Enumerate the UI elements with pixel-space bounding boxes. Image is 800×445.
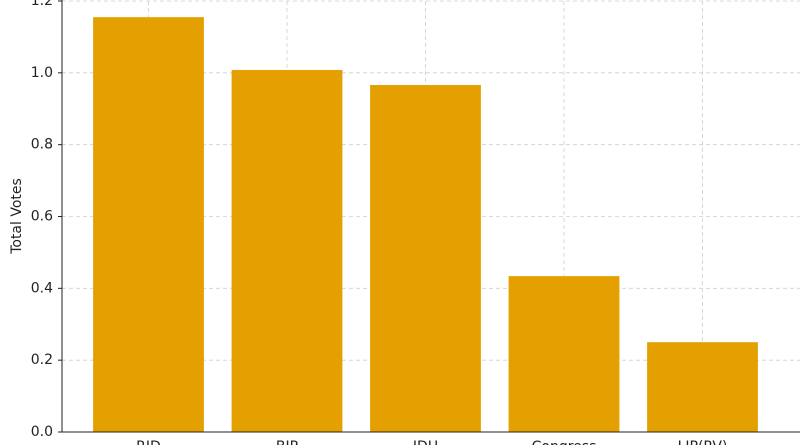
x-tick-label: JDU xyxy=(412,439,438,445)
x-tick-label: Congress xyxy=(532,439,597,445)
bar xyxy=(508,276,620,432)
y-tick-label: 1.2 xyxy=(31,0,53,9)
x-tick-label: BJP xyxy=(276,439,298,445)
y-tick-label: 0.0 xyxy=(31,424,53,440)
bar xyxy=(370,85,481,433)
x-tick-label: RJD xyxy=(136,439,161,445)
y-tick-label: 1.0 xyxy=(31,65,53,81)
bar xyxy=(647,342,758,432)
y-tick-label: 0.4 xyxy=(31,280,53,296)
y-tick-label: 0.8 xyxy=(31,137,53,153)
bar xyxy=(231,69,343,433)
y-tick-label: 0.2 xyxy=(31,352,53,368)
y-tick-label: 0.6 xyxy=(31,209,53,225)
y-axis-label: Total Votes xyxy=(9,178,25,255)
bar xyxy=(93,17,204,432)
x-tick-label: LJP(RV) xyxy=(678,439,728,445)
